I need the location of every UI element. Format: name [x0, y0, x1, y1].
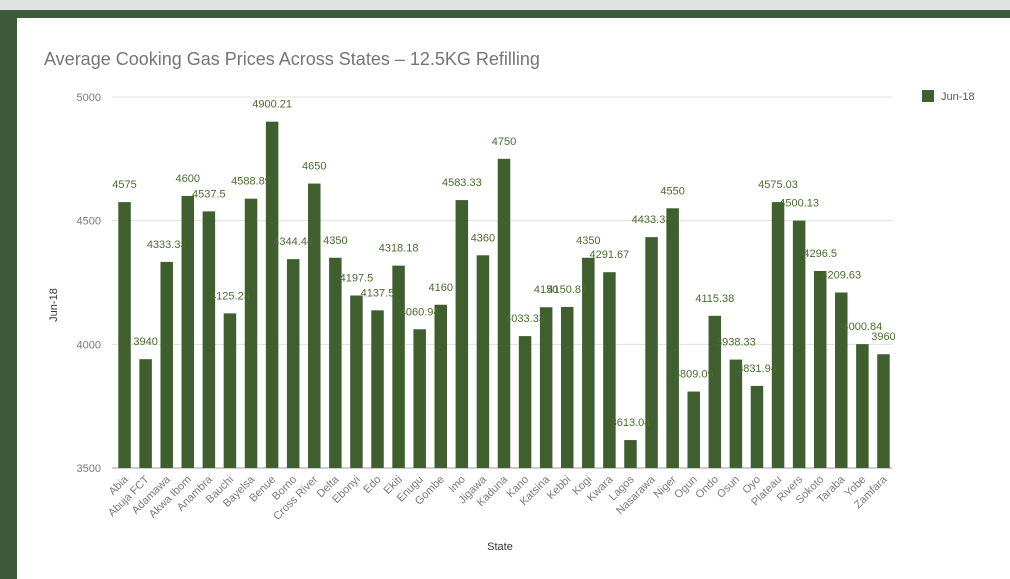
bar[interactable]	[392, 265, 405, 468]
chart-title: Average Cooking Gas Prices Across States…	[44, 49, 540, 69]
data-label: 4537.5	[192, 188, 226, 200]
data-label: 4750	[492, 136, 516, 148]
data-label: 4360	[471, 232, 495, 244]
x-tick-label: Osun	[715, 474, 742, 501]
data-label: 4350	[576, 235, 600, 247]
data-label: 3831.94	[737, 363, 777, 375]
y-tick-label: 5000	[77, 92, 101, 104]
legend-label: Jun-18	[941, 91, 975, 103]
bar[interactable]	[181, 195, 195, 468]
bar[interactable]	[539, 307, 553, 468]
x-tick-label: Kebbi	[545, 474, 573, 502]
bar[interactable]	[877, 354, 890, 468]
bar[interactable]	[603, 272, 616, 468]
bar[interactable]	[350, 295, 363, 468]
y-tick-label: 4500	[77, 216, 101, 228]
data-label: 4588.89	[231, 176, 271, 188]
x-tick-label: Ondo	[693, 474, 721, 502]
data-label: 4296.5	[803, 248, 837, 260]
data-label: 4344.44	[273, 236, 313, 248]
bar[interactable]	[560, 307, 574, 468]
x-tick-label: Edo	[361, 474, 383, 496]
bar[interactable]	[497, 158, 511, 469]
bar[interactable]	[666, 208, 679, 469]
data-labels: 4575 3940 4333.33 4600 4537.5 4125.23 4588.89 4…	[112, 99, 895, 429]
bar[interactable]	[582, 257, 595, 468]
bar[interactable]	[708, 315, 722, 468]
bar[interactable]	[455, 200, 469, 468]
data-label: 4600	[176, 173, 200, 185]
data-label: 3613.04	[611, 417, 651, 429]
y-axis-label: Jun-18	[48, 288, 60, 322]
data-label: 4433.33	[632, 214, 672, 226]
bar[interactable]	[856, 344, 869, 468]
data-label: 4209.63	[821, 269, 861, 281]
data-label: 4060.94	[400, 306, 440, 318]
bar[interactable]	[813, 270, 827, 468]
bar[interactable]	[139, 359, 152, 468]
bar[interactable]	[729, 359, 743, 468]
y-tick-label: 3500	[77, 463, 101, 475]
data-label: 4000.84	[842, 321, 882, 333]
bar[interactable]	[413, 329, 426, 468]
data-label: 3809.09	[674, 369, 714, 381]
bar[interactable]	[371, 310, 384, 468]
bar[interactable]	[160, 261, 173, 468]
data-label: 4160	[429, 282, 453, 294]
bar[interactable]	[687, 391, 700, 468]
y-tick-label: 4000	[77, 339, 101, 351]
data-label: 4150.87	[547, 284, 587, 296]
bar[interactable]	[771, 202, 785, 468]
bar[interactable]	[645, 237, 658, 468]
data-label: 4115.38	[695, 293, 734, 305]
data-label: 3940	[133, 336, 157, 348]
x-tick-label: Ogun	[672, 474, 700, 502]
legend[interactable]: Jun-18	[922, 90, 975, 103]
bar[interactable]	[518, 336, 532, 468]
bar[interactable]	[265, 121, 279, 468]
data-label: 4125.23	[210, 290, 250, 302]
data-label: 3938.33	[716, 337, 756, 349]
data-label: 3960	[871, 331, 895, 343]
bar[interactable]	[750, 385, 764, 468]
data-label: 4291.67	[590, 249, 630, 261]
data-label: 4583.33	[442, 177, 482, 189]
data-label: 4318.18	[379, 243, 419, 255]
bar[interactable]	[118, 202, 131, 468]
bar[interactable]	[223, 313, 237, 468]
bars	[118, 121, 890, 469]
data-label: 4575	[112, 179, 136, 191]
legend-swatch	[922, 90, 934, 102]
data-label: 4150	[534, 284, 558, 296]
bar[interactable]	[202, 211, 216, 468]
bar[interactable]	[308, 183, 321, 469]
data-label: 4033.33	[505, 313, 545, 325]
bar[interactable]	[244, 198, 258, 468]
bar[interactable]	[329, 257, 342, 468]
x-axis-label: State	[487, 541, 513, 553]
data-label: 4500.13	[779, 198, 819, 210]
bar[interactable]	[434, 304, 448, 468]
data-label: 4333.33	[147, 239, 187, 251]
data-label: 4550	[660, 185, 684, 197]
data-label: 4650	[302, 161, 326, 173]
bar[interactable]	[624, 440, 637, 468]
bar[interactable]	[835, 292, 848, 468]
bar[interactable]	[792, 220, 806, 468]
data-label: 4137.5	[361, 287, 395, 299]
data-label: 4197.5	[340, 272, 374, 284]
bar[interactable]	[286, 259, 300, 468]
data-label: 4350	[323, 235, 347, 247]
bar[interactable]	[476, 255, 490, 468]
data-label: 4575.03	[758, 179, 798, 191]
data-label: 4900.21	[252, 99, 292, 111]
y-axis-ticks: 3500 4000 4500 5000	[77, 92, 101, 475]
